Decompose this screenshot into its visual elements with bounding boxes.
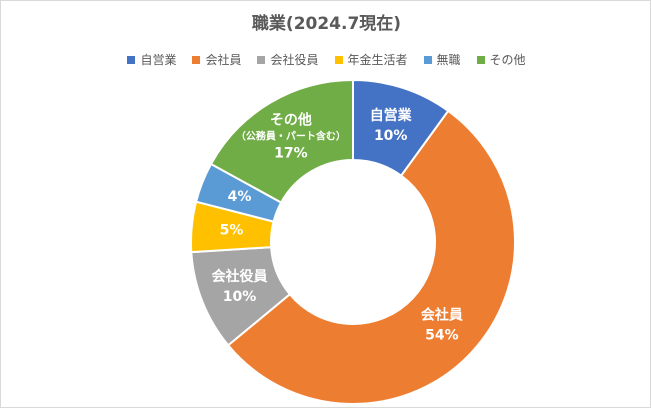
legend-item: 年金生活者 <box>334 51 408 68</box>
legend-swatch <box>127 55 136 64</box>
legend-item: 会社員 <box>192 51 241 68</box>
legend-label: 年金生活者 <box>347 53 408 67</box>
data-label-category: 自営業 <box>370 107 413 124</box>
data-label-value: 4% <box>228 189 252 205</box>
data-label: その他（公務員・パート含む） 17% <box>236 111 346 161</box>
legend-label: 会社員 <box>205 53 242 67</box>
data-label-category: その他 <box>270 111 312 128</box>
data-label-value: 5% <box>220 223 244 239</box>
data-label-value: 10% <box>223 289 257 305</box>
donut-slice <box>209 78 354 204</box>
legend-item: 会社役員 <box>257 51 319 68</box>
data-label: 4% <box>228 189 252 205</box>
legend-label: その他 <box>489 53 526 67</box>
legend-label: 会社役員 <box>270 53 319 67</box>
data-label-category: 会社役員 <box>212 268 268 285</box>
legend-label: 自営業 <box>140 53 177 67</box>
legend-label: 無職 <box>436 53 461 67</box>
chart-legend: 自営業 会社員 会社役員 年金生活者 無職 その他 <box>1 51 650 68</box>
data-label-category: 会社員 <box>421 307 463 324</box>
data-label-category: （公務員・パート含む） <box>236 129 346 142</box>
data-label-value: 17% <box>274 145 308 161</box>
chart-title: 職業(2024.7現在) <box>251 14 402 34</box>
data-label: 自営業 10% <box>370 107 413 144</box>
legend-item: 自営業 <box>127 51 176 68</box>
legend-swatch <box>257 55 266 64</box>
data-label-value: 10% <box>374 128 408 144</box>
legend-item: その他 <box>476 51 526 68</box>
data-label: 会社員 54% <box>421 307 463 344</box>
legend-item: 無職 <box>423 51 461 68</box>
donut-slice <box>226 109 516 405</box>
legend-swatch <box>334 55 343 64</box>
data-label: 5% <box>220 223 244 239</box>
data-label: 会社役員 10% <box>212 268 268 305</box>
legend-swatch <box>423 55 432 64</box>
legend-swatch <box>192 55 201 64</box>
data-label-value: 54% <box>425 328 459 344</box>
legend-swatch <box>476 55 485 64</box>
